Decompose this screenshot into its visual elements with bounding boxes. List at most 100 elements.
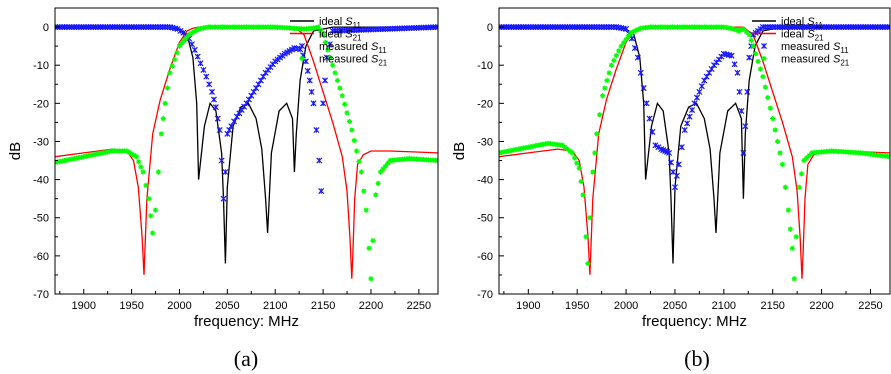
data-point	[160, 115, 166, 122]
data-point	[377, 169, 384, 175]
data-point	[308, 88, 315, 95]
y-tick-label: 0	[487, 22, 493, 34]
legend-label: ideal S21	[319, 29, 362, 43]
y-tick-label: -30	[33, 136, 49, 148]
data-point	[346, 118, 353, 125]
data-point	[368, 276, 374, 282]
data-point	[696, 88, 703, 95]
x-tick-label: 2050	[215, 300, 239, 312]
data-point	[200, 66, 207, 73]
data-point	[686, 113, 693, 120]
x-axis-label: frequency: MHz	[194, 313, 299, 330]
data-point	[220, 195, 227, 202]
data-point	[789, 245, 795, 251]
data-point	[646, 115, 653, 122]
chart-panel-1: 0 -10 -20 -30 -40 -50 -60 -70 1900 1950 2000 2050 21…	[7, 7, 439, 371]
data-point	[606, 70, 612, 76]
data-point	[349, 127, 355, 133]
data-point	[315, 24, 321, 30]
data-point	[787, 226, 793, 232]
data-point	[133, 154, 139, 160]
data-point	[140, 169, 146, 175]
y-axis-label: dB	[451, 142, 468, 160]
data-point	[143, 182, 149, 188]
data-point	[631, 45, 638, 52]
data-point	[782, 184, 789, 190]
data-point	[318, 28, 324, 34]
x-tick-label: 2150	[311, 300, 335, 312]
data-point	[728, 52, 735, 59]
y-tick-label: -10	[33, 60, 49, 72]
data-point	[770, 115, 776, 122]
data-point	[222, 168, 229, 175]
data-point	[363, 207, 369, 213]
data-point	[748, 37, 754, 44]
x-tick-label: 2050	[663, 300, 687, 312]
series-markers-measured-s21	[499, 24, 890, 282]
data-point	[675, 161, 682, 168]
data-point	[136, 159, 142, 165]
data-point	[655, 144, 662, 151]
data-point	[613, 53, 619, 59]
legend-item: measured S21	[761, 54, 850, 68]
data-point	[177, 27, 184, 34]
data-point	[320, 32, 326, 38]
data-point	[218, 157, 225, 164]
data-point	[673, 172, 680, 179]
data-point	[332, 70, 338, 76]
data-point	[623, 25, 630, 32]
data-point	[580, 192, 586, 198]
data-point	[774, 138, 781, 145]
data-point	[583, 234, 589, 240]
data-point	[618, 43, 624, 49]
data-point	[744, 88, 751, 95]
data-point	[435, 157, 438, 164]
data-point	[592, 150, 598, 156]
data-point	[344, 110, 350, 116]
data-point	[750, 43, 756, 49]
data-point	[698, 83, 705, 90]
data-point	[760, 74, 766, 80]
data-point	[188, 41, 195, 48]
y-tick-label: -10	[477, 60, 493, 72]
data-point	[172, 56, 178, 63]
y-tick-label: -60	[477, 251, 493, 263]
data-point	[228, 123, 235, 130]
legend-label: measured S11	[781, 41, 849, 55]
y-tick-label: -20	[477, 98, 493, 110]
data-point	[206, 81, 213, 88]
x-tick-label: 1950	[119, 300, 143, 312]
data-point	[752, 51, 759, 57]
data-point	[351, 137, 357, 144]
data-point	[689, 106, 696, 114]
data-point	[731, 61, 738, 68]
data-point	[146, 196, 152, 202]
x-tick-label: 1900	[71, 300, 95, 312]
data-point	[174, 25, 181, 32]
legend-label: ideal S11	[319, 16, 361, 30]
data-point	[375, 180, 381, 187]
chart-panel-2: 0 -10 -20 -30 -40 -50 -60 -70 1900 1950 2000 2050 21…	[451, 7, 891, 371]
data-point	[608, 62, 615, 68]
data-point	[370, 238, 376, 244]
x-tick-label: 2200	[359, 300, 383, 312]
legend-item: ideal S21	[290, 29, 362, 43]
data-point	[671, 184, 678, 191]
data-point	[203, 73, 210, 80]
data-point	[666, 149, 673, 156]
x-tick-label: 1900	[516, 300, 540, 312]
data-point	[623, 36, 629, 43]
x-tick-label: 2100	[712, 300, 736, 312]
data-point	[678, 144, 685, 151]
data-point	[148, 213, 154, 219]
legend-swatch	[760, 42, 768, 50]
data-point	[320, 100, 327, 107]
plot-area	[55, 24, 438, 282]
data-point	[806, 152, 812, 159]
data-point	[164, 85, 171, 91]
data-point	[757, 66, 764, 72]
data-point	[755, 58, 761, 64]
data-point	[150, 230, 156, 236]
